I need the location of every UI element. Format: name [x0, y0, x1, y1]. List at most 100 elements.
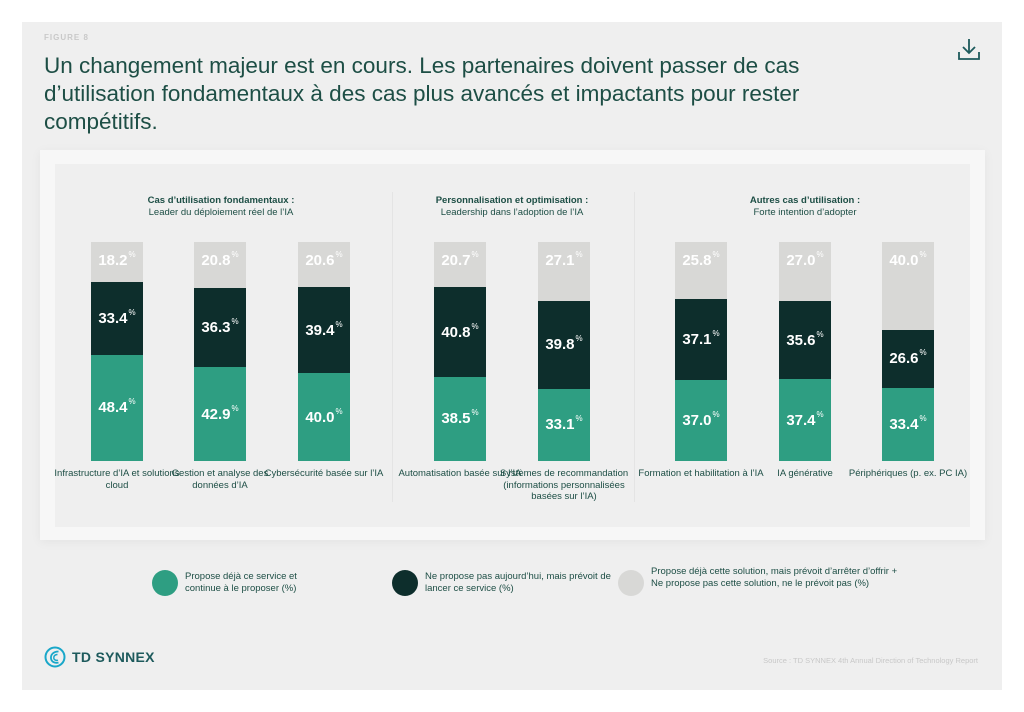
- percent-sign: %: [231, 250, 239, 259]
- data-label: 37.1: [682, 330, 712, 348]
- bar-segment-current: 42.9%: [194, 367, 246, 461]
- data-label: 33.1: [545, 416, 575, 434]
- legend-label-planned: Ne propose pas aujourd’hui, mais prévoit…: [425, 571, 611, 594]
- percent-sign: %: [712, 409, 720, 419]
- group-subtitle: Leader du déploiement réel de l’IA: [148, 207, 294, 218]
- bar-segment-planned: 37.1%: [675, 298, 727, 380]
- percent-sign: %: [816, 250, 824, 259]
- percent-sign: %: [335, 406, 343, 416]
- data-label: 27.0: [786, 252, 816, 269]
- group-title: Personnalisation et optimisation :: [435, 195, 589, 206]
- legend-label-other: Propose déjà cette solution, mais prévoi…: [651, 566, 898, 589]
- data-label: 18.2: [98, 252, 128, 269]
- data-label: 37.4: [786, 411, 816, 429]
- legend-label-current: Propose déjà ce service et continue à le…: [185, 571, 297, 594]
- category-label: IA générative: [777, 468, 833, 479]
- percent-sign: %: [231, 403, 239, 413]
- bar-segment-planned: 26.6%: [882, 329, 934, 388]
- percent-sign: %: [712, 250, 720, 260]
- figure-title: Un changement majeur est en cours. Les p…: [44, 53, 800, 134]
- group-subtitle: Forte intention d’adopter: [753, 207, 857, 218]
- percent-sign: %: [919, 250, 927, 259]
- data-label: 27.1: [545, 252, 575, 269]
- percent-sign: %: [712, 328, 720, 338]
- group-title: Autres cas d’utilisation :: [749, 195, 861, 206]
- percent-sign: %: [471, 321, 479, 331]
- category-label: Formation et habilitation à l’IA: [638, 468, 764, 479]
- group-subtitle: Leadership dans l’adoption de l’IA: [440, 207, 584, 218]
- bar-segment-current: 33.1%: [538, 388, 590, 461]
- percent-sign: %: [335, 250, 343, 259]
- data-label: 35.6: [786, 331, 816, 349]
- data-label: 33.4: [889, 415, 919, 433]
- data-label: 48.4: [98, 399, 128, 417]
- bar-segment-other: 20.8%: [194, 242, 246, 288]
- group-header: Personnalisation et optimisation : Leader…: [392, 195, 632, 219]
- bar-segment-planned: 40.8%: [434, 287, 486, 377]
- data-label: 40.0: [889, 252, 919, 269]
- data-label: 33.4: [98, 309, 128, 327]
- bar-segment-other: 40.0%: [882, 242, 934, 330]
- percent-sign: %: [471, 250, 479, 259]
- data-label: 37.0: [682, 411, 712, 429]
- category-label: Automatisation basée sur l’IA: [398, 468, 522, 479]
- percent-sign: %: [231, 316, 239, 326]
- bar-segment-current: 38.5%: [434, 376, 486, 461]
- percent-sign: %: [335, 319, 343, 329]
- bar-segment-current: 40.0%: [298, 373, 350, 461]
- bar-segment-other: 20.7%: [434, 242, 486, 288]
- data-label: 25.8: [682, 252, 712, 270]
- brand-logo: TD SYNNEX: [44, 646, 155, 668]
- category-label: Systèmes de recommandation (informations…: [499, 468, 629, 502]
- bar-segment-other: 18.2%: [91, 242, 143, 282]
- category-label: Gestion et analyse des données d’IA: [171, 468, 269, 491]
- download-icon[interactable]: [956, 36, 982, 62]
- bar-segment-planned: 36.3%: [194, 287, 246, 368]
- data-label: 20.8: [201, 252, 231, 269]
- group-title: Cas d’utilisation fondamentaux :: [147, 195, 295, 206]
- bar-segment-other: 27.1%: [538, 242, 590, 302]
- percent-sign: %: [575, 250, 583, 259]
- data-label: 38.5: [441, 410, 471, 428]
- group-header: Cas d’utilisation fondamentaux : Leader d…: [101, 195, 341, 219]
- brand-name: TD SYNNEX: [72, 649, 155, 665]
- bar-segment-current: 37.0%: [675, 379, 727, 461]
- data-label: 42.9: [201, 405, 231, 423]
- source-note: Source : TD SYNNEX 4th Annual Direction …: [763, 656, 978, 665]
- data-label: 39.8: [545, 336, 575, 354]
- bar-segment-planned: 39.8%: [538, 301, 590, 389]
- legend-swatch-current: [152, 570, 178, 596]
- figure-label: FIGURE 8: [44, 33, 89, 42]
- bar-segment-planned: 39.4%: [298, 287, 350, 374]
- group-header: Autres cas d’utilisation : Forte intentio…: [685, 195, 925, 219]
- data-label: 20.7: [441, 252, 471, 269]
- data-label: 40.8: [441, 323, 471, 341]
- percent-sign: %: [575, 334, 583, 344]
- percent-sign: %: [471, 408, 479, 418]
- percent-sign: %: [919, 348, 927, 358]
- bar-segment-current: 33.4%: [882, 387, 934, 461]
- category-label: Infrastructure d’IA et solutions cloud: [54, 468, 180, 491]
- bar-segment-other: 25.8%: [675, 242, 727, 299]
- category-label: Cybersécurité basée sur l’IA: [264, 468, 384, 479]
- td-synnex-logo-icon: [44, 646, 66, 668]
- bar-segment-current: 48.4%: [91, 355, 143, 461]
- percent-sign: %: [128, 397, 136, 407]
- percent-sign: %: [816, 409, 824, 419]
- data-label: 39.4: [305, 321, 335, 339]
- bar-segment-other: 20.6%: [298, 242, 350, 288]
- data-label: 26.6: [889, 350, 919, 368]
- percent-sign: %: [128, 307, 136, 317]
- bar-segment-planned: 33.4%: [91, 281, 143, 355]
- percent-sign: %: [128, 250, 136, 259]
- percent-sign: %: [919, 413, 927, 423]
- legend-swatch-other: [618, 570, 644, 596]
- data-label: 36.3: [201, 318, 231, 336]
- bar-segment-planned: 35.6%: [779, 301, 831, 380]
- legend-swatch-planned: [392, 570, 418, 596]
- data-label: 20.6: [305, 252, 335, 269]
- percent-sign: %: [575, 414, 583, 424]
- bar-segment-other: 27.0%: [779, 242, 831, 302]
- bar-segment-current: 37.4%: [779, 379, 831, 461]
- group-separator: [392, 192, 393, 502]
